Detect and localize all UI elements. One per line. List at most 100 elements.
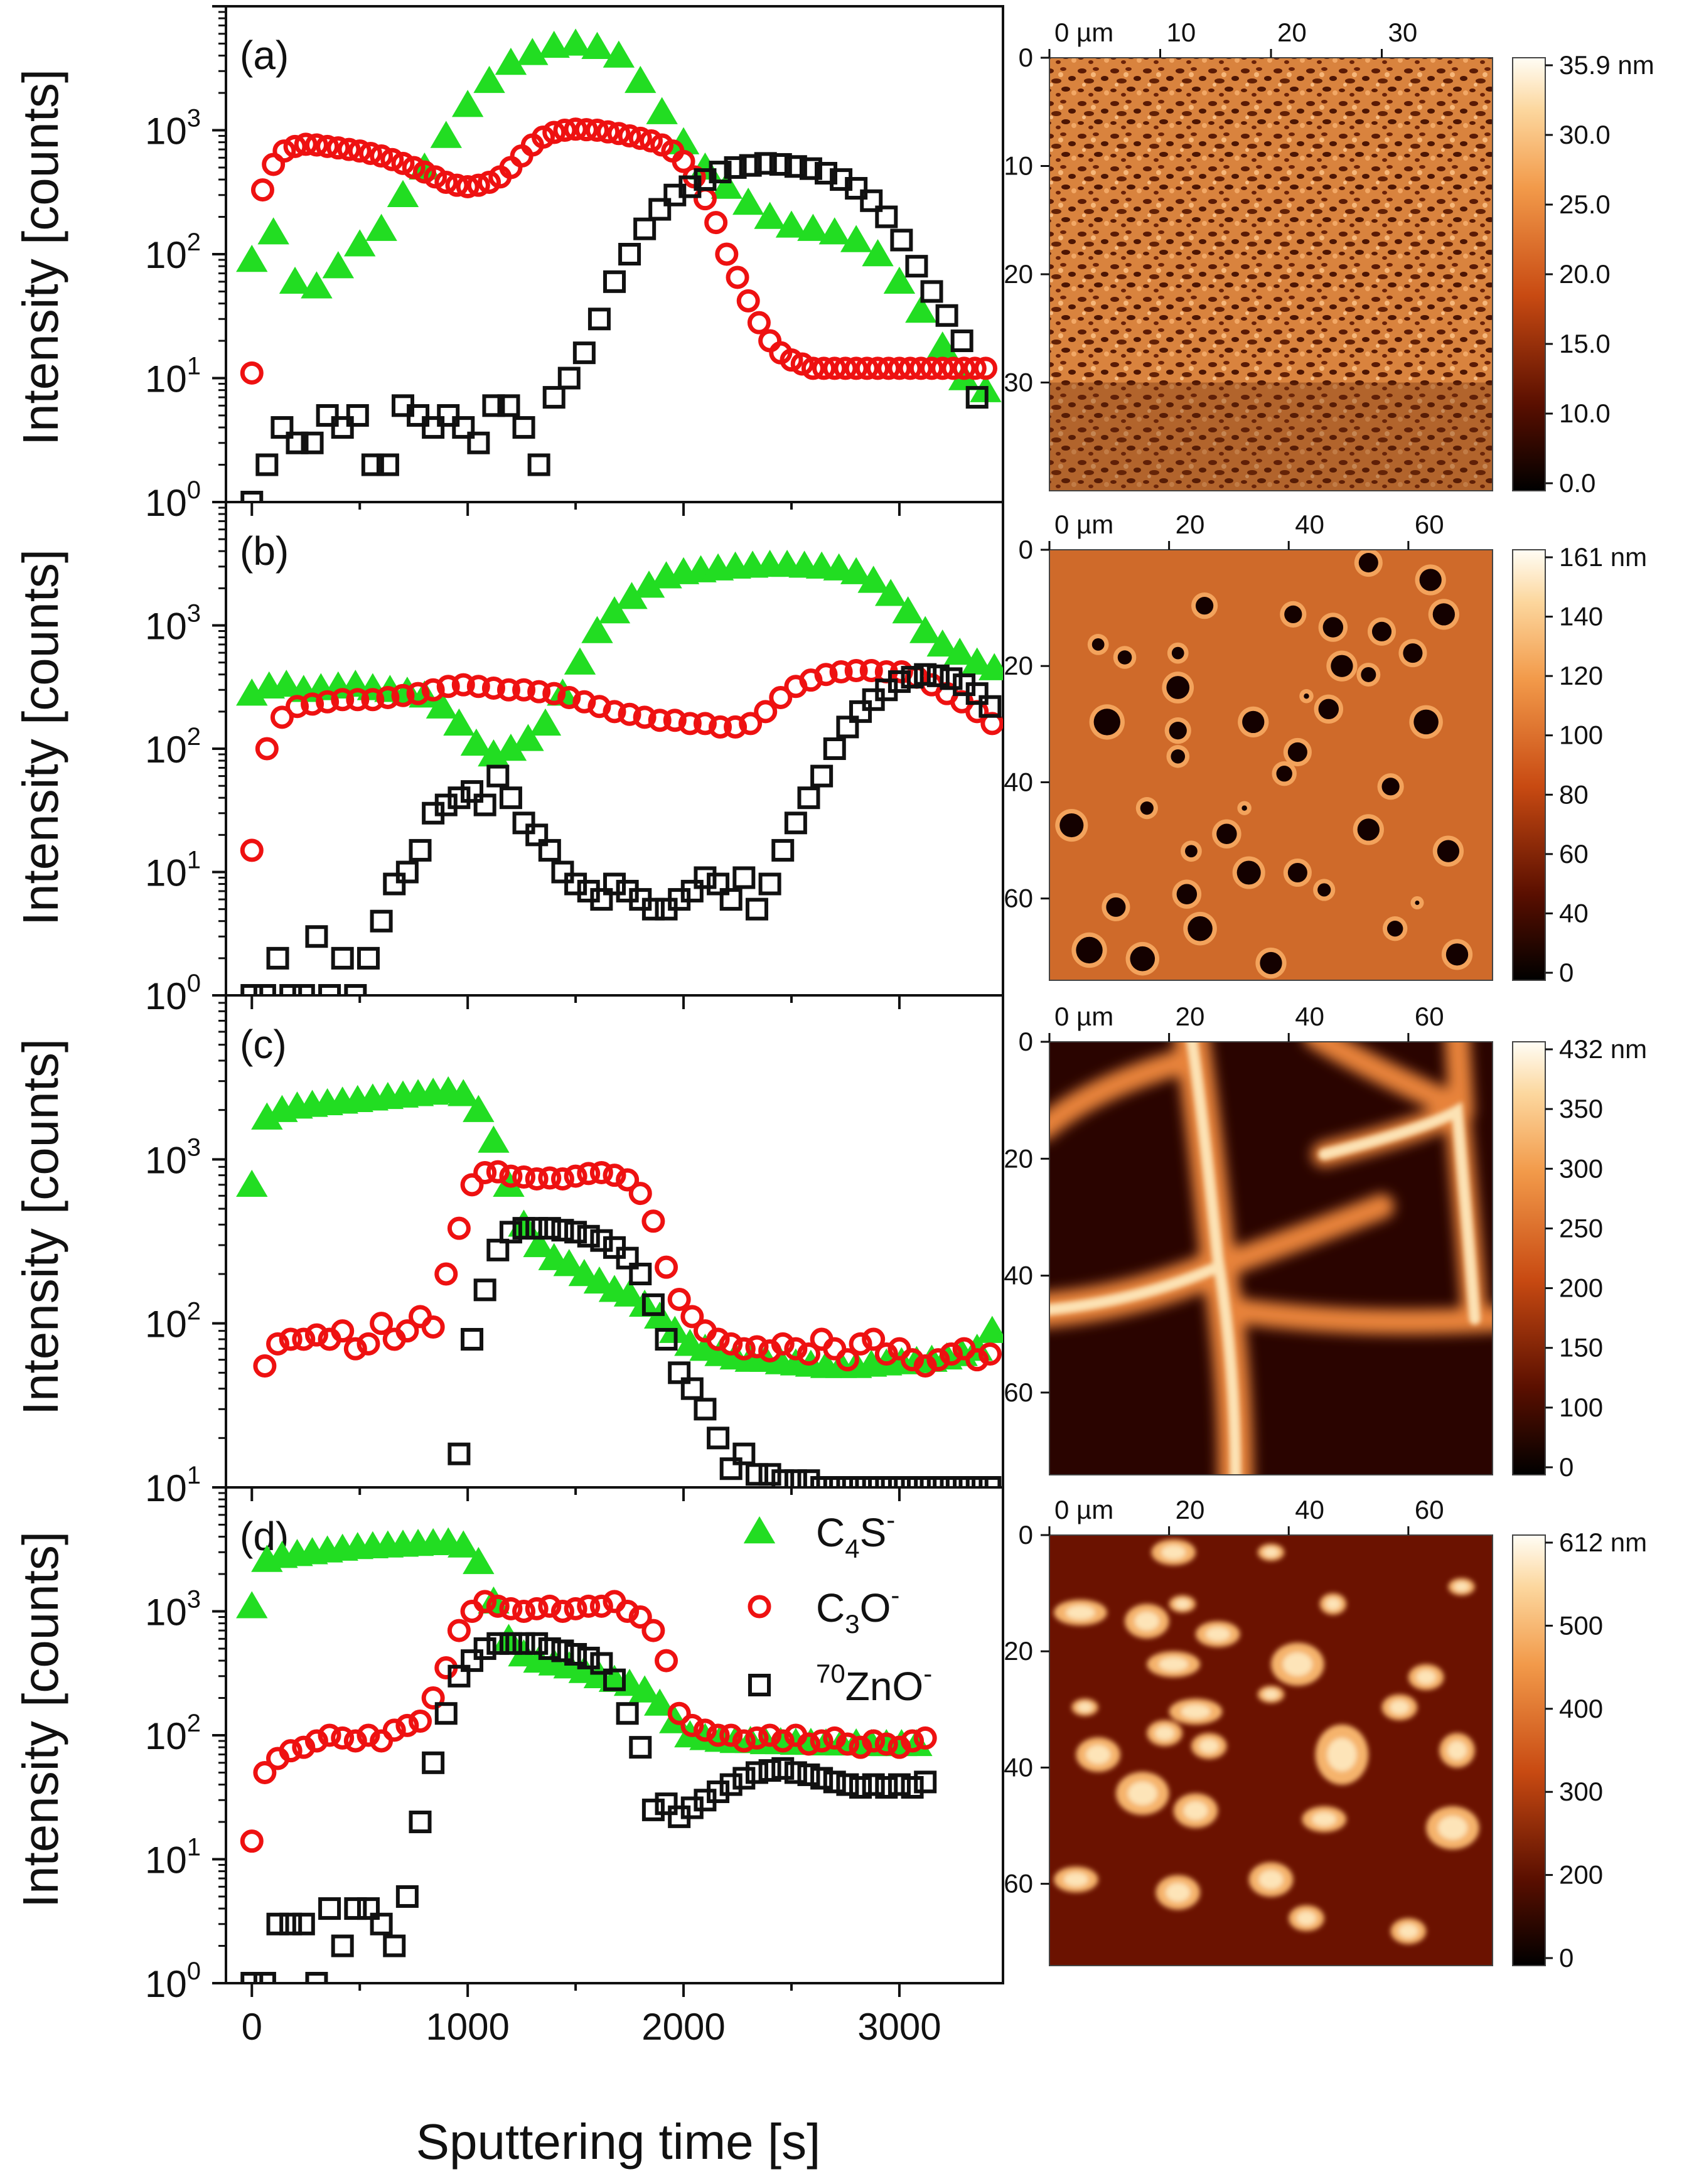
- afm-island-top: [1063, 1872, 1088, 1887]
- marker-c3o: [272, 139, 296, 163]
- marker-c3o: [663, 709, 687, 732]
- marker-c3o: [550, 1600, 574, 1623]
- marker-zno: [724, 156, 747, 179]
- marker-c3o: [732, 1337, 756, 1361]
- afm-y-tick-label: 0: [1019, 1520, 1033, 1550]
- afm-hole: [1331, 655, 1353, 677]
- marker-c4s: [451, 90, 484, 117]
- afm-x-tick-label: 60: [1415, 510, 1444, 539]
- marker-c3o: [421, 1686, 445, 1710]
- marker-zno: [914, 663, 937, 686]
- afm-colorbar-label: 15.0: [1559, 329, 1611, 358]
- afm-colorbar-label: 250: [1559, 1213, 1603, 1243]
- afm-colorbar-label: 0: [1559, 1943, 1574, 1973]
- marker-zno: [823, 1476, 846, 1487]
- afm-x-tick-label: 0 µm: [1054, 1495, 1113, 1524]
- afm-hole: [1216, 823, 1237, 844]
- marker-c3o: [719, 1332, 743, 1356]
- marker-zno: [965, 682, 989, 705]
- marker-c3o: [952, 356, 976, 380]
- y-tick-label: 101: [145, 847, 201, 894]
- marker-zno: [950, 329, 973, 353]
- marker-c3o: [628, 126, 652, 150]
- marker-zno: [784, 1469, 807, 1487]
- afm-island-top: [1155, 1726, 1175, 1740]
- marker-c4s: [857, 565, 889, 593]
- marker-c3o: [525, 1597, 549, 1620]
- afm-colorbar-label: 0.0: [1559, 468, 1595, 498]
- afm-y-tick-label: 0: [1019, 43, 1033, 72]
- marker-c3o: [406, 682, 430, 705]
- marker-c3o: [769, 685, 793, 709]
- afm-image: [1049, 58, 1493, 491]
- marker-c3o: [486, 1594, 510, 1618]
- marker-c4s: [667, 127, 700, 154]
- marker-c3o: [343, 1729, 367, 1753]
- marker-c4s: [905, 296, 937, 323]
- marker-zno: [603, 1668, 626, 1691]
- marker-zno: [572, 341, 596, 365]
- marker-c3o: [331, 1726, 355, 1750]
- marker-c3o: [616, 1600, 640, 1623]
- marker-c4s: [430, 120, 462, 148]
- marker-c3o: [706, 1723, 730, 1747]
- marker-c3o: [447, 1619, 471, 1642]
- afm-hole: [1287, 742, 1307, 762]
- marker-c4s: [448, 1530, 480, 1558]
- marker-zno: [905, 255, 928, 278]
- marker-zno: [732, 1767, 756, 1790]
- marker-zno: [797, 786, 820, 810]
- marker-c4s: [883, 266, 916, 294]
- marker-c3o: [266, 1332, 290, 1356]
- marker-c4s: [581, 31, 613, 59]
- marker-c3o: [550, 1167, 574, 1191]
- marker-zno: [914, 1770, 937, 1794]
- marker-zno: [409, 838, 432, 862]
- marker-zno: [422, 416, 445, 439]
- marker-c3o: [641, 1619, 665, 1642]
- marker-zno: [590, 1652, 613, 1675]
- legend-label-c4s: C4S-: [816, 1505, 895, 1563]
- marker-c3o: [331, 688, 355, 712]
- marker-c3o: [577, 1162, 601, 1186]
- marker-c3o: [577, 1594, 601, 1618]
- marker-c3o: [672, 149, 695, 173]
- marker-c3o: [913, 1726, 937, 1750]
- marker-c3o: [715, 242, 739, 266]
- marker-c3o: [527, 680, 551, 704]
- marker-c4s: [322, 251, 355, 279]
- marker-c3o: [607, 122, 631, 146]
- afm-panel-4: 0 µm 20 40 60 0 20 40 60 612 nm 500 400 300 200 0: [1004, 1495, 1647, 1973]
- chart-panels: 100 101 102 103 (a) 100 101 102 103 (b) 101 102 103 (…: [145, 5, 1004, 2048]
- marker-c3o: [747, 311, 771, 335]
- marker-zno: [965, 386, 989, 409]
- x-tick-label: 1000: [426, 2006, 509, 2048]
- marker-c3o: [512, 1600, 536, 1623]
- afm-hole: [1415, 900, 1420, 906]
- marker-zno: [499, 1632, 522, 1655]
- afm-network-core: [1049, 1042, 1481, 1475]
- marker-c3o: [754, 700, 778, 724]
- marker-c4s: [523, 1229, 555, 1258]
- marker-c3o: [553, 119, 577, 142]
- afm-hole: [1188, 916, 1213, 941]
- marker-c4s: [926, 331, 958, 359]
- afm-x-tick-label: 0 µm: [1054, 510, 1113, 539]
- plot-frame: [225, 994, 1004, 1489]
- marker-zno: [331, 1934, 354, 1957]
- marker-c4s: [583, 1266, 616, 1294]
- afm-hole: [1358, 553, 1378, 573]
- marker-c4s: [775, 210, 808, 238]
- marker-c4s: [279, 266, 311, 294]
- marker-zno: [305, 925, 328, 948]
- marker-zno: [633, 217, 657, 240]
- marker-c3o: [499, 1597, 523, 1620]
- marker-c4s: [613, 1279, 646, 1307]
- marker-c3o: [564, 1164, 587, 1188]
- marker-zno: [346, 404, 369, 427]
- afm-y-tick-label: 20: [1004, 651, 1033, 680]
- marker-zno: [648, 198, 672, 221]
- afm-colorbar: [1512, 1041, 1546, 1475]
- marker-c4s: [797, 213, 829, 241]
